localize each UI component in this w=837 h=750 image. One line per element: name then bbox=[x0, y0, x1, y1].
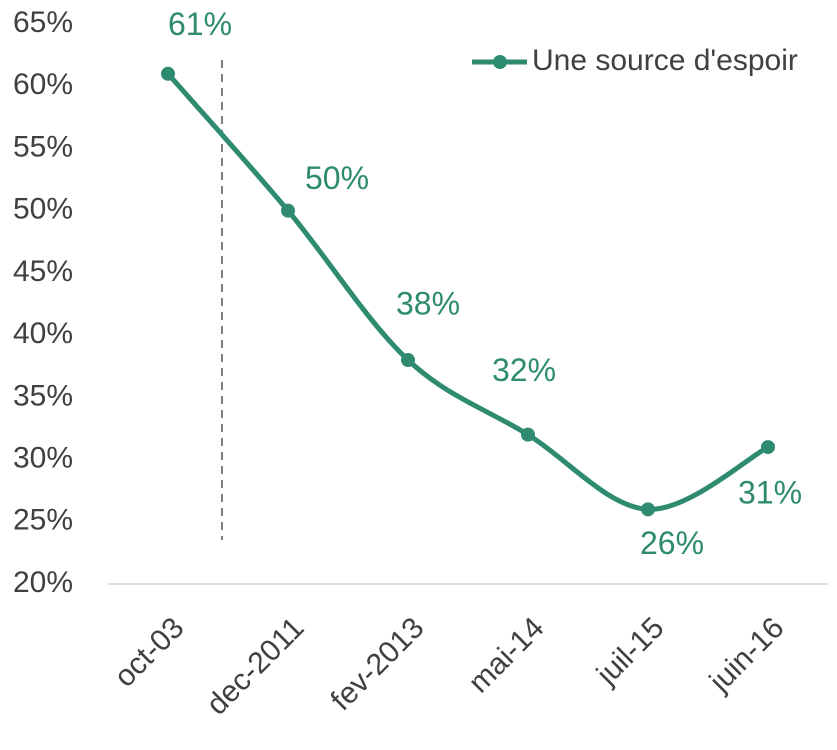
x-tick-label: oct-03 bbox=[108, 611, 190, 693]
x-tick-label: fev-2013 bbox=[325, 611, 431, 717]
y-tick-label: 30% bbox=[13, 441, 73, 474]
y-tick-label: 40% bbox=[13, 317, 73, 350]
marker bbox=[161, 66, 175, 81]
y-tick-label: 45% bbox=[13, 255, 73, 288]
data-label: 50% bbox=[305, 160, 369, 196]
series-line bbox=[166, 72, 770, 512]
marker bbox=[281, 203, 295, 218]
x-tick-label: juil-15 bbox=[590, 611, 671, 692]
data-label: 32% bbox=[492, 352, 556, 388]
x-tick-label: juin-16 bbox=[703, 611, 791, 699]
y-tick-label: 25% bbox=[13, 504, 73, 537]
marker bbox=[521, 427, 535, 442]
y-tick-label: 65% bbox=[13, 6, 73, 39]
y-tick-label: 50% bbox=[13, 193, 73, 226]
data-label: 26% bbox=[640, 525, 704, 561]
marker bbox=[761, 440, 775, 455]
y-tick-label: 20% bbox=[13, 566, 73, 599]
y-tick-label: 55% bbox=[13, 130, 73, 163]
legend-marker bbox=[493, 55, 507, 69]
x-tick-label: mai-14 bbox=[462, 611, 550, 699]
data-label: 31% bbox=[738, 475, 802, 511]
data-label: 38% bbox=[396, 285, 460, 321]
y-tick-label: 35% bbox=[13, 379, 73, 412]
data-label: 61% bbox=[168, 6, 232, 42]
marker bbox=[641, 502, 655, 517]
y-tick-label: 60% bbox=[13, 68, 73, 101]
x-tick-label: dec-2011 bbox=[200, 611, 310, 721]
marker bbox=[401, 353, 415, 367]
legend-label: Une source d'espoir bbox=[532, 44, 798, 77]
